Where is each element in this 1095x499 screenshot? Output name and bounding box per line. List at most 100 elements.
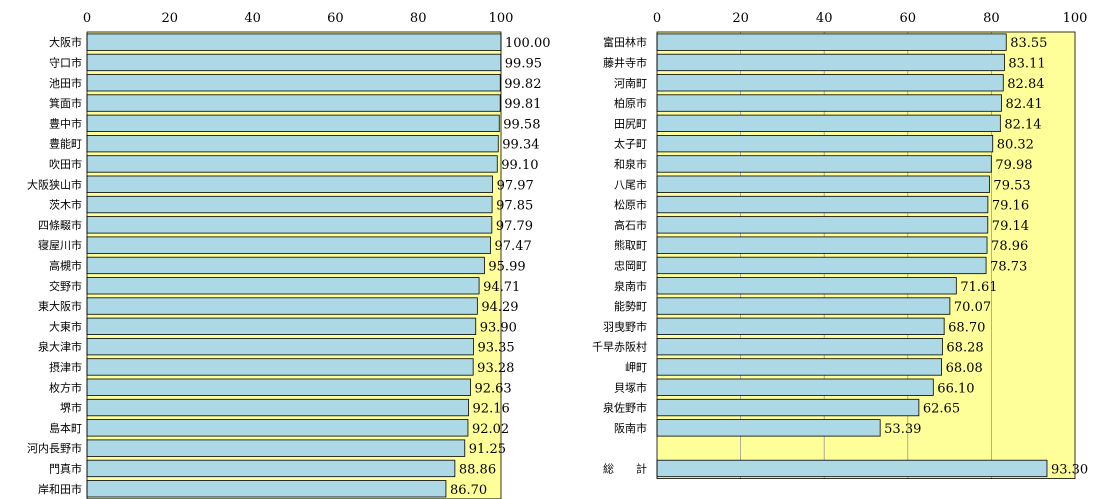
- panel2-category-label: 柏原市: [614, 96, 647, 110]
- panel1-value-label: 97.47: [495, 239, 532, 254]
- panel2-plot-frame: [656, 31, 1076, 480]
- panel2-value-label: 78.73: [990, 259, 1027, 274]
- panel1-bar: [86, 155, 498, 173]
- panel2-category-label: 貝塚市: [614, 380, 647, 394]
- panel2-value-label: 66.10: [937, 381, 974, 396]
- panel1-value-label: 99.82: [504, 77, 541, 92]
- panel1-bar: [86, 33, 502, 51]
- panel1-bar: [86, 114, 500, 132]
- panel2-bar: [656, 216, 989, 234]
- panel1-value-label: 99.81: [504, 97, 541, 112]
- panel2-bar: [656, 358, 942, 376]
- panel1-category-label: 四條畷市: [38, 218, 82, 232]
- panel2-category-label: 能勢町: [614, 299, 647, 313]
- panel2-bar: [656, 134, 994, 153]
- panel2-value-label: 83.11: [1008, 56, 1045, 71]
- panel2-value-label: 68.70: [948, 320, 985, 335]
- panel1-bar: [86, 94, 501, 112]
- panel2-tick-label: 60: [900, 11, 917, 26]
- panel2-tick-label: 20: [732, 11, 749, 26]
- panel2-value-label: 70.07: [954, 300, 991, 315]
- panel1-bar: [86, 459, 456, 478]
- panel1-category-label: 豊能町: [49, 137, 82, 151]
- panel2-category-label: 太子町: [614, 138, 647, 151]
- panel2-bar: [656, 297, 951, 315]
- panel2-bar: [656, 317, 945, 336]
- panel2-category-label: 高石市: [614, 218, 647, 232]
- panel2-bar: [656, 277, 957, 295]
- panel1-bar: [86, 419, 469, 437]
- panel1-bar: [86, 236, 491, 254]
- panel1-bar: [86, 195, 493, 214]
- panel1-category-label: 東大阪市: [38, 299, 82, 313]
- panel2-category-label: 羽曳野市: [603, 319, 647, 333]
- panel2-value-label: 83.55: [1010, 36, 1047, 51]
- panel1-tick-label: 80: [410, 11, 427, 26]
- panel2-bar: [656, 114, 1001, 132]
- panel1-tick-label: 40: [244, 11, 261, 26]
- panel2-value-label: 79.53: [993, 178, 1030, 193]
- panel2-value-label: 79.14: [992, 219, 1029, 234]
- panel1-value-label: 92.16: [473, 402, 510, 417]
- panel2-value-label: 71.61: [960, 280, 997, 295]
- panel2-bar: [656, 175, 990, 193]
- panel1-bar: [86, 53, 502, 72]
- panel1-bar: [86, 317, 477, 336]
- panel2-category-label: 河南町: [614, 77, 647, 90]
- panel2-category-label: 松原市: [614, 198, 647, 212]
- panel1-bar: [86, 439, 466, 457]
- panel1-category-label: 河内長野市: [27, 441, 82, 455]
- panel2-bar: [656, 33, 1007, 51]
- panel1-bar: [86, 175, 493, 193]
- panel1-category-label: 島本町: [49, 421, 82, 435]
- panel2-value-label: 78.96: [991, 239, 1028, 254]
- panel1-bar: [86, 216, 493, 234]
- panel1-bar: [86, 297, 478, 315]
- panel2-category-label: 泉佐野市: [603, 401, 647, 415]
- panel2-category-label: 泉南市: [614, 279, 647, 293]
- panel1-bar: [86, 480, 447, 498]
- panel2-tick-label: 100: [1063, 11, 1088, 26]
- panel1-category-label: 吹田市: [49, 157, 82, 171]
- panel1-bar: [86, 398, 469, 417]
- panel2-category-label: 忠岡町: [614, 259, 647, 272]
- panel2-category-label: 藤井寺市: [603, 55, 647, 69]
- panel2-bar: [656, 378, 934, 396]
- panel1-tick-label: 100: [489, 11, 514, 26]
- panel1-bar: [86, 358, 474, 376]
- panel1-value-label: 93.28: [477, 361, 514, 376]
- panel1-category-label: 池田市: [49, 76, 82, 90]
- panel1-bar: [86, 74, 501, 92]
- panel1-category-label: 大東市: [49, 319, 82, 333]
- panel1-value-label: 86.70: [450, 483, 487, 498]
- panel2-tick-label: 40: [816, 11, 833, 26]
- panel2-category-label: 千早赤阪村: [592, 340, 647, 354]
- panel2-tick-label: 0: [653, 11, 661, 26]
- panel2-value-label: 68.08: [946, 361, 983, 376]
- panel1-value-label: 93.35: [477, 341, 514, 356]
- panel1-bar: [86, 256, 485, 275]
- panel2-category-label: 八尾市: [614, 177, 647, 191]
- panel1-value-label: 97.79: [496, 219, 533, 234]
- panel2-category-label: 和泉市: [614, 157, 647, 171]
- panel1-value-label: 100.00: [505, 36, 551, 51]
- panel2-value-label: 79.16: [992, 199, 1029, 214]
- panel2-category-label: 富田林市: [603, 35, 647, 49]
- panel1-category-label: 茨木市: [49, 198, 82, 212]
- panel1-category-label: 箕面市: [49, 96, 82, 110]
- panel2-tick-label: 80: [983, 11, 1000, 26]
- panel2-category-label: 総 計: [603, 461, 647, 475]
- panel2-bar: [656, 155, 992, 173]
- panel1-value-label: 88.86: [459, 462, 496, 477]
- panel2-bar: [656, 398, 920, 417]
- panel1-category-label: 堺市: [60, 401, 82, 415]
- panel2-value-label: 82.14: [1004, 117, 1041, 132]
- panel1-bar: [86, 337, 474, 356]
- panel1-value-label: 94.71: [483, 280, 520, 295]
- panel1-category-label: 守口市: [49, 55, 82, 69]
- panel2-value-label: 82.41: [1005, 97, 1042, 112]
- panel1-tick-label: 0: [83, 11, 91, 26]
- panel1-tick-label: 60: [327, 11, 344, 26]
- panel1-bar: [86, 134, 499, 153]
